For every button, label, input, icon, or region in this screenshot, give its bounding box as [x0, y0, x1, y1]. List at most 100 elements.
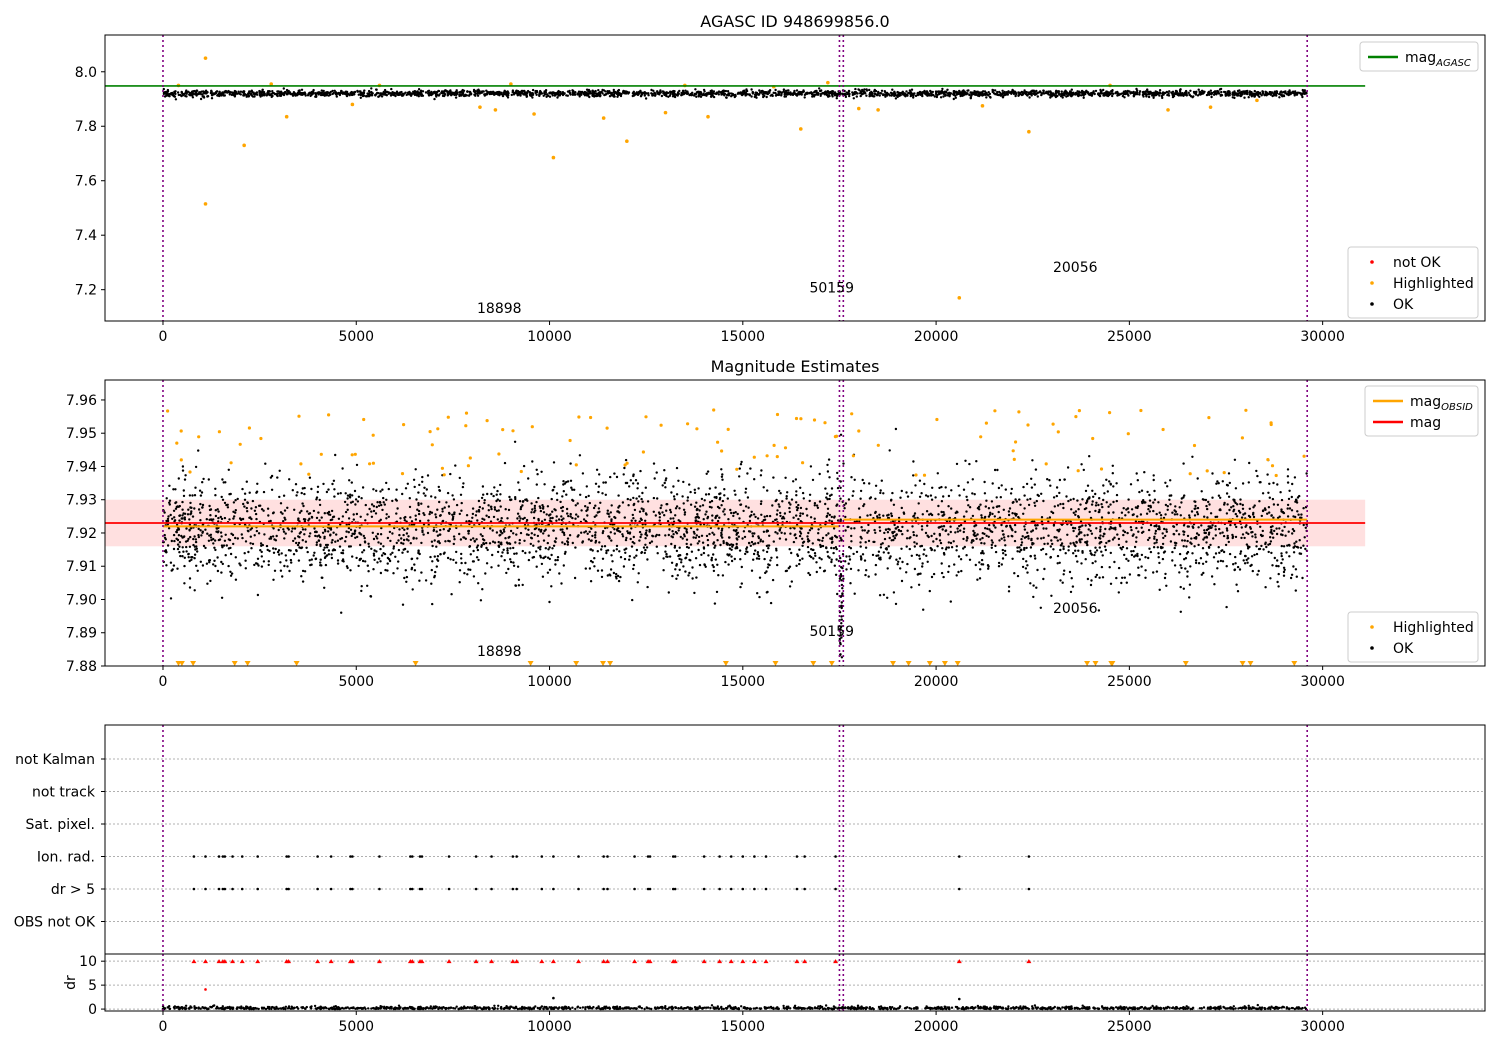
- ok-point: [1297, 513, 1300, 516]
- ok-point: [798, 562, 801, 566]
- ok-point: [974, 524, 978, 527]
- ok-point: [623, 516, 626, 519]
- ok-point: [525, 95, 529, 98]
- ok-point: [300, 88, 304, 92]
- ok-point: [956, 91, 960, 95]
- ok-point: [502, 548, 505, 551]
- ok-point: [1117, 591, 1121, 594]
- ok-point: [1147, 95, 1151, 99]
- ok-point: [356, 90, 359, 93]
- ok-point: [413, 563, 416, 566]
- ok-point: [503, 530, 506, 533]
- ok-point: [670, 491, 673, 494]
- ok-point: [323, 512, 326, 515]
- ok-point: [593, 557, 596, 560]
- ok-point: [988, 92, 992, 96]
- ok-point: [166, 544, 170, 547]
- ok-point: [408, 497, 411, 500]
- ok-point: [490, 505, 493, 508]
- ok-point: [398, 533, 401, 537]
- ok-point: [530, 92, 533, 95]
- ok-point: [295, 494, 298, 497]
- ok-point: [1020, 543, 1023, 547]
- ok-point: [873, 540, 876, 544]
- ok-point: [697, 516, 701, 519]
- ok-point: [1098, 546, 1102, 549]
- ok-point: [220, 571, 223, 574]
- ok-point: [813, 504, 816, 507]
- ok-point: [949, 525, 952, 528]
- ok-point: [760, 500, 763, 503]
- ok-point: [319, 564, 322, 567]
- ok-point: [1033, 504, 1037, 507]
- ok-point: [1207, 533, 1211, 536]
- ok-point: [759, 502, 763, 506]
- ok-point: [452, 542, 455, 546]
- ok-point: [323, 552, 326, 555]
- ok-point: [688, 571, 691, 575]
- ok-point: [847, 498, 851, 501]
- ok-point: [243, 498, 247, 501]
- ok-point: [942, 575, 945, 579]
- ok-point: [862, 482, 866, 485]
- ok-point: [477, 558, 480, 562]
- ok-point: [480, 90, 483, 93]
- ok-point: [370, 93, 373, 97]
- highlighted-point: [493, 108, 498, 112]
- ok-point: [376, 561, 379, 564]
- ok-point: [727, 563, 730, 566]
- ok-point: [387, 92, 390, 96]
- ok-point: [1179, 514, 1183, 517]
- ok-point: [795, 501, 798, 504]
- ok-point: [1011, 512, 1014, 515]
- ok-point: [1090, 579, 1093, 582]
- ok-point: [1178, 88, 1182, 92]
- ok-point: [330, 556, 334, 560]
- ok-point: [1152, 501, 1155, 504]
- ok-point: [882, 551, 885, 554]
- ok-point: [1294, 90, 1297, 93]
- ok-point: [269, 476, 273, 479]
- ok-point: [571, 92, 575, 95]
- ok-point: [721, 574, 725, 577]
- ok-point: [668, 555, 672, 558]
- ok-point: [201, 503, 205, 507]
- ok-point: [435, 93, 439, 97]
- ok-point: [1101, 554, 1104, 557]
- ok-point: [1092, 92, 1095, 95]
- ok-point: [829, 90, 832, 94]
- ok-point: [420, 90, 423, 94]
- ok-point: [1226, 534, 1229, 538]
- ok-point: [253, 509, 257, 512]
- ok-point: [236, 537, 239, 540]
- ok-point: [182, 92, 185, 96]
- ok-point: [474, 514, 478, 517]
- ok-point: [674, 530, 678, 534]
- ok-point: [394, 94, 397, 98]
- ok-point: [694, 557, 698, 560]
- ok-point: [553, 94, 557, 97]
- ok-point: [194, 92, 197, 96]
- ok-point: [1161, 96, 1164, 100]
- ok-point: [612, 549, 615, 552]
- ok-point: [372, 488, 375, 491]
- ok-point: [234, 556, 237, 559]
- ok-point: [1075, 541, 1078, 544]
- ok-point: [177, 534, 181, 537]
- ok-point: [790, 580, 793, 583]
- ok-point: [1222, 90, 1226, 94]
- ok-point: [205, 518, 208, 521]
- ok-point: [443, 92, 446, 95]
- ok-point: [622, 91, 625, 94]
- ok-point: [787, 91, 790, 95]
- ok-point: [1094, 546, 1097, 549]
- ok-point: [890, 514, 894, 518]
- ok-point: [1010, 487, 1013, 491]
- ok-point: [932, 540, 935, 543]
- ok-point: [612, 571, 616, 575]
- ok-point: [176, 547, 180, 551]
- ok-point: [615, 572, 618, 576]
- ok-point: [278, 495, 281, 499]
- ok-point: [732, 529, 736, 532]
- ok-point: [1264, 586, 1267, 589]
